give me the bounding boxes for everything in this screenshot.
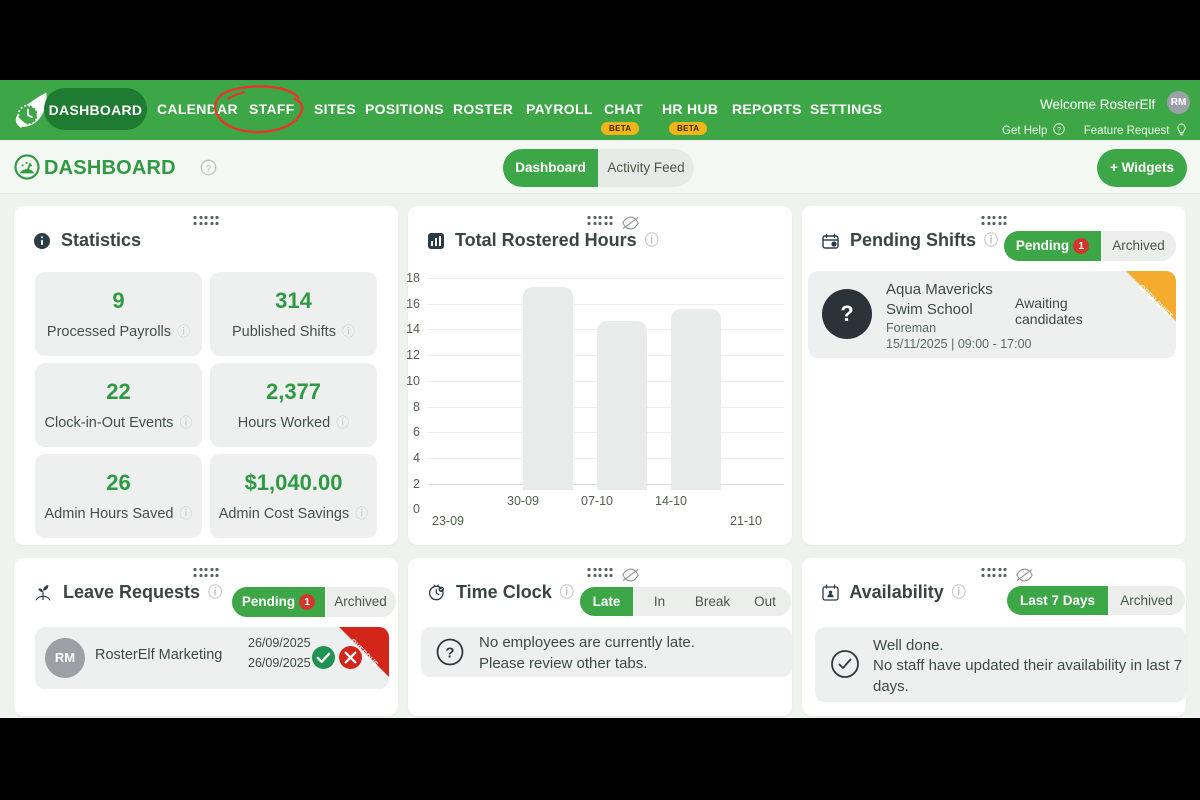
svg-text:?: ? (1057, 127, 1061, 134)
svg-text:?: ? (445, 645, 454, 662)
svg-text:?: ? (206, 163, 211, 173)
